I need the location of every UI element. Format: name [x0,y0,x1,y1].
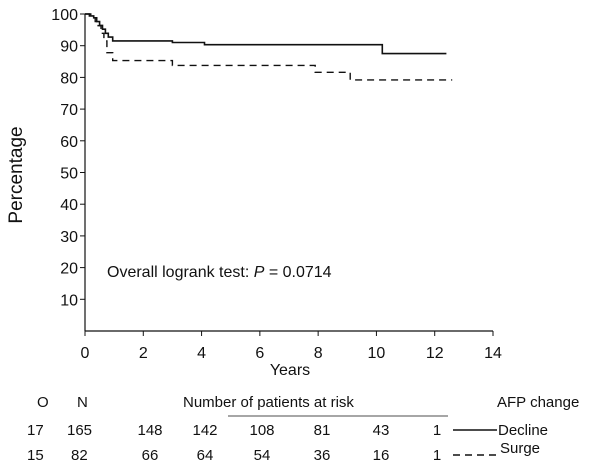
annotation-prefix: Overall logrank test: [107,264,254,281]
risk-title: Number of patients at risk [183,394,354,411]
x-tick-label: 12 [426,345,444,362]
series-layer [85,13,453,81]
risk-count: 148 [137,422,162,439]
x-axis-label: Years [270,362,310,379]
x-tick-label: 2 [139,345,148,362]
x-tick-label: 10 [368,345,386,362]
risk-group-header: AFP change [497,394,579,411]
y-tick-label: 40 [60,197,78,214]
risk-row: 17 165 148 142 108 81 43 1 Decline [27,422,548,439]
legend-label-surge: Surge [500,440,540,457]
logrank-annotation: Overall logrank test: P = 0.0714 [107,264,332,281]
x-tick-label: 8 [314,345,323,362]
risk-count: 54 [254,447,271,464]
risk-count: 1 [433,422,441,439]
annotation-p-symbol: P [254,264,265,281]
risk-row: 15 82 66 64 54 36 16 1 Surge [27,440,540,464]
y-tick-label: 30 [60,229,78,246]
y-tick-label: 100 [51,7,78,24]
risk-count: 1 [433,447,441,464]
ticks: 10 20 30 40 50 60 70 80 90 100 0 2 4 6 8 10 12 14 [51,7,502,362]
x-tick-label: 4 [197,345,206,362]
y-tick-label: 90 [60,39,78,56]
legend-label-decline: Decline [498,422,548,439]
risk-count: 43 [373,422,390,439]
risk-count: 64 [197,447,214,464]
risk-row-o: 15 [27,447,44,464]
risk-count: 36 [314,447,331,464]
risk-row-n: 82 [71,447,88,464]
y-axis-label: Percentage [6,126,27,223]
risk-count: 81 [314,422,331,439]
series-line-surge [85,13,453,81]
risk-row-o: 17 [27,422,44,439]
x-tick-label: 0 [81,345,90,362]
y-tick-label: 70 [60,102,78,119]
x-tick-label: 14 [484,345,502,362]
risk-header-o: O [37,394,49,411]
annotation-p-value: = 0.0714 [264,264,331,281]
y-tick-label: 10 [60,292,78,309]
y-tick-label: 60 [60,134,78,151]
risk-header-n: N [77,394,88,411]
risk-count: 142 [192,422,217,439]
x-tick-label: 6 [255,345,264,362]
risk-row-n: 165 [67,422,92,439]
y-tick-label: 80 [60,70,78,87]
y-tick-label: 50 [60,166,78,183]
risk-count: 108 [249,422,274,439]
axes [84,14,493,332]
risk-table: O N Number of patients at risk AFP chang… [27,394,579,464]
y-tick-label: 20 [60,261,78,278]
risk-count: 66 [142,447,159,464]
series-line-decline [85,13,447,55]
risk-count: 16 [373,447,390,464]
